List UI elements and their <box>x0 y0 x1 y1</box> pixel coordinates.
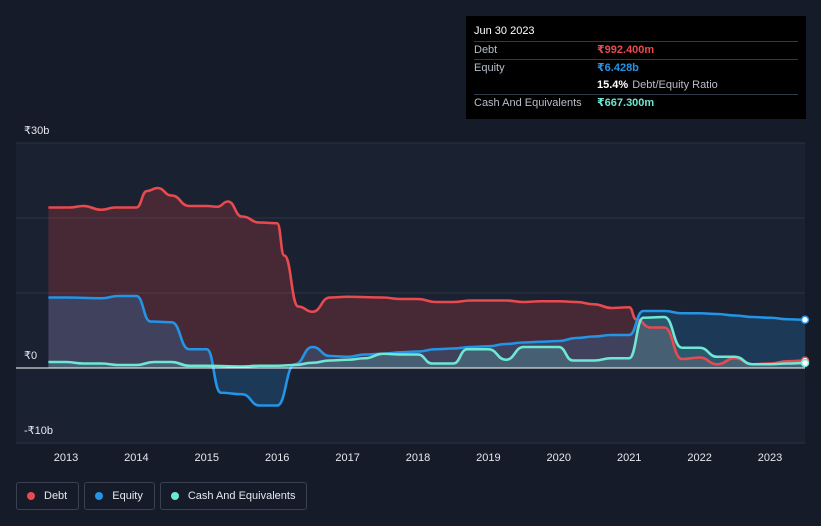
tooltip-cash-value: ₹667.300m <box>597 97 655 109</box>
x-tick-label: 2020 <box>547 452 571 464</box>
legend: Debt Equity Cash And Equivalents <box>16 482 312 510</box>
y-tick-label: -₹10b <box>24 425 53 437</box>
tooltip-debt-value: ₹992.400m <box>597 44 655 56</box>
debt-line <box>48 186 806 366</box>
x-tick-label: 2022 <box>687 452 711 464</box>
tooltip-ratio-value: 15.4% <box>597 79 629 91</box>
x-axis-labels: 2013 2014 2015 2016 2017 2018 2019 2020 2021 2022… <box>54 452 782 464</box>
tooltip-equity-row: Equity ₹6.428b <box>474 59 798 77</box>
tooltip-cash-label: Cash And Equivalents <box>474 97 582 109</box>
series-lines <box>48 186 806 407</box>
x-tick-label: 2015 <box>195 452 219 464</box>
tooltip: Jun 30 2023 Debt ₹992.400m Equity ₹6.428… <box>466 16 806 119</box>
legend-label-equity: Equity <box>112 490 143 502</box>
legend-label-debt: Debt <box>44 490 68 502</box>
legend-item-debt[interactable]: Debt <box>16 482 80 510</box>
tooltip-debt-label: Debt <box>474 44 498 56</box>
cash-and-equivalents-line <box>48 315 806 368</box>
tooltip-ratio-label: Debt/Equity Ratio <box>632 79 718 91</box>
x-tick-label: 2023 <box>758 452 782 464</box>
y-tick-label: ₹0 <box>24 350 37 362</box>
debt-dot-icon <box>27 492 35 500</box>
tooltip-ratio-row: 15.4% Debt/Equity Ratio <box>474 77 798 94</box>
cash-and-equivalents-endpoint <box>800 358 810 368</box>
x-tick-label: 2021 <box>617 452 641 464</box>
legend-item-equity[interactable]: Equity <box>84 482 155 510</box>
cash-dot-icon <box>170 492 179 500</box>
equity-line <box>48 294 806 407</box>
x-tick-label: 2018 <box>406 452 430 464</box>
x-tick-label: 2014 <box>124 452 148 464</box>
tooltip-equity-value: ₹6.428b <box>597 62 639 74</box>
x-tick-label: 2016 <box>265 452 289 464</box>
tooltip-cash-row: Cash And Equivalents ₹667.300m <box>474 94 798 112</box>
tooltip-debt-row: Debt ₹992.400m <box>474 41 798 59</box>
equity-dot-icon <box>95 492 104 500</box>
x-tick-label: 2017 <box>335 452 359 464</box>
debt-area <box>48 188 806 368</box>
tooltip-date: Jun 30 2023 <box>474 25 535 37</box>
legend-item-cash[interactable]: Cash And Equivalents <box>159 482 308 510</box>
x-tick-label: 2013 <box>54 452 78 464</box>
equity-endpoint <box>800 315 810 325</box>
y-axis-labels: ₹30b ₹0 -₹10b <box>24 125 53 437</box>
legend-label-cash: Cash And Equivalents <box>187 490 296 502</box>
cash-and-equivalents-area <box>48 317 806 368</box>
series-endpoints <box>800 315 810 368</box>
y-tick-label: ₹30b <box>24 125 49 137</box>
tooltip-equity-label: Equity <box>474 62 505 74</box>
x-tick-label: 2019 <box>476 452 500 464</box>
